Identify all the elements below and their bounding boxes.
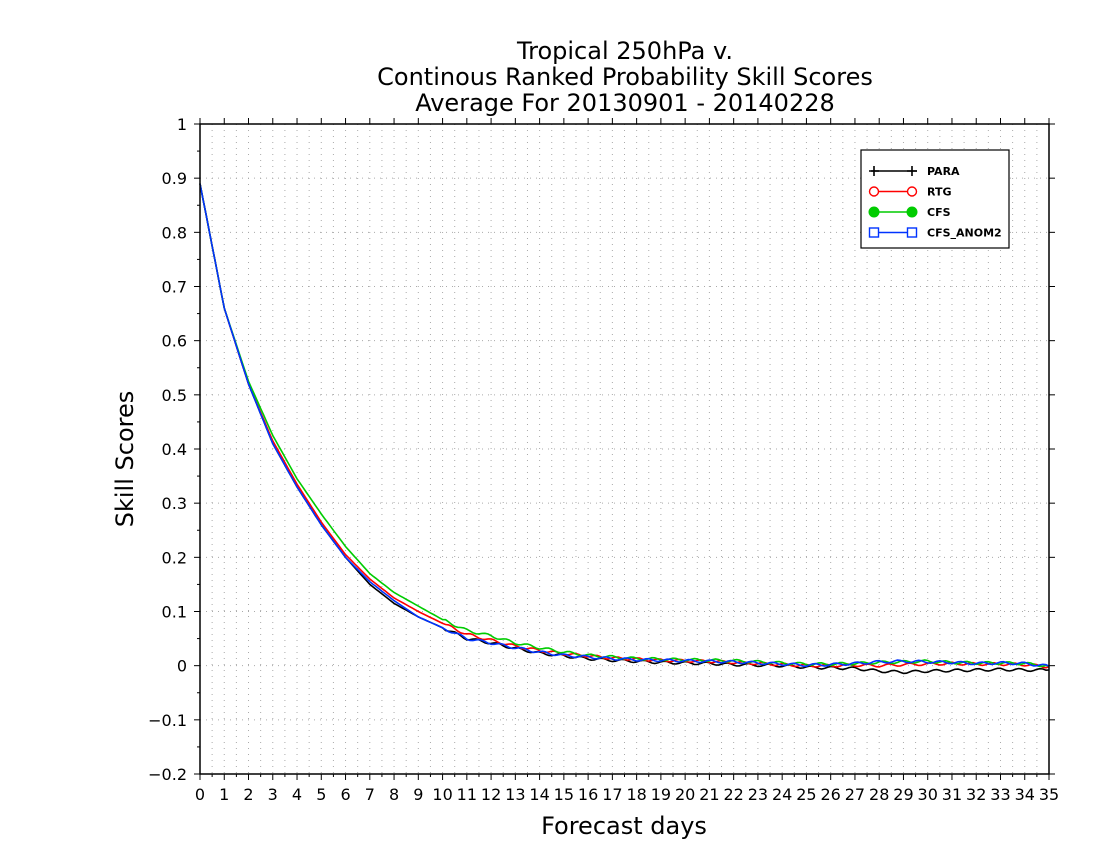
x-tick-label: 33	[990, 785, 1010, 804]
x-tick-label: 14	[529, 785, 549, 804]
x-tick-label: 3	[268, 785, 278, 804]
x-tick-label: 23	[748, 785, 768, 804]
x-tick-label: 1	[219, 785, 229, 804]
y-tick-label: −0.2	[148, 765, 187, 784]
x-tick-label: 19	[651, 785, 671, 804]
y-tick-label: 1	[177, 115, 187, 134]
y-tick-label: −0.1	[148, 711, 187, 730]
y-tick-label: 0.7	[162, 278, 187, 297]
y-tick-label: 0.4	[162, 440, 187, 459]
x-tick-label: 25	[796, 785, 816, 804]
x-axis-title: Forecast days	[541, 812, 707, 840]
x-tick-label: 34	[1015, 785, 1035, 804]
x-tick-label: 7	[365, 785, 375, 804]
y-tick-label: 0.3	[162, 494, 187, 513]
legend-marker-cfs	[868, 206, 880, 218]
legend-marker-rtg	[868, 186, 880, 197]
x-tick-label: 16	[578, 785, 598, 804]
series-line-para	[199, 183, 1050, 675]
x-tick-label: 21	[699, 785, 719, 804]
x-tick-label: 10	[432, 785, 452, 804]
x-tick-label: 29	[893, 785, 913, 804]
y-tick-label: 0.2	[162, 548, 187, 567]
chart-title-line-3: Average For 20130901 - 20140228	[415, 89, 835, 117]
x-tick-label: 2	[243, 785, 253, 804]
x-tick-label: 27	[845, 785, 865, 804]
series-layer	[199, 183, 1050, 675]
legend-label-cfs-anom2: CFS_ANOM2	[927, 227, 1002, 240]
x-tick-label: 17	[602, 785, 622, 804]
legend: PARA RTG CFS CFS_ANOM2	[860, 149, 1010, 249]
y-tick-label: 0.9	[162, 169, 187, 188]
legend-marker-cfs-anom2	[868, 227, 880, 238]
y-tick-label: 0	[177, 657, 187, 676]
legend-marker-para	[869, 166, 879, 176]
series-line-cfs-anom2	[199, 183, 1050, 668]
y-tick-label: 0.5	[162, 386, 187, 405]
x-tick-label: 30	[918, 785, 938, 804]
x-tick-label: 18	[626, 785, 646, 804]
x-tick-label: 24	[772, 785, 792, 804]
chart-title-line-2: Continous Ranked Probability Skill Score…	[377, 63, 873, 91]
x-tick-label: 6	[340, 785, 350, 804]
y-tick-label: 0.8	[162, 223, 187, 242]
x-tick-label: 12	[481, 785, 501, 804]
x-tick-label: 20	[675, 785, 695, 804]
x-tick-label: 0	[195, 785, 205, 804]
x-tick-label: 11	[457, 785, 477, 804]
tick-layer: −0.2−0.100.10.20.30.40.50.60.70.80.910 1 2…	[148, 115, 1059, 804]
y-axis-title: Skill Scores	[111, 391, 139, 528]
legend-box	[860, 149, 1010, 249]
x-tick-label: 31	[942, 785, 962, 804]
x-tick-label: 4	[292, 785, 302, 804]
x-tick-label: 8	[389, 785, 399, 804]
x-tick-label: 15	[554, 785, 574, 804]
legend-label-cfs: CFS	[927, 206, 951, 219]
legend-marker-cfs	[906, 206, 918, 218]
y-tick-label: 0.6	[162, 332, 187, 351]
x-tick-label: 13	[505, 785, 525, 804]
x-tick-label: 9	[413, 785, 423, 804]
x-tick-label: 22	[723, 785, 743, 804]
legend-marker-cfs-anom2	[906, 227, 918, 238]
x-tick-label: 5	[316, 785, 326, 804]
legend-label-rtg: RTG	[927, 186, 952, 199]
x-tick-label: 35	[1039, 785, 1059, 804]
x-tick-label: 32	[966, 785, 986, 804]
legend-marker-rtg	[906, 186, 918, 197]
legend-label-para: PARA	[927, 165, 960, 178]
y-tick-label: 0.1	[162, 603, 187, 622]
chart-title-line-1: Tropical 250hPa v.	[517, 37, 733, 65]
legend-marker-para	[907, 166, 917, 176]
x-tick-label: 26	[821, 785, 841, 804]
x-tick-label: 28	[869, 785, 889, 804]
